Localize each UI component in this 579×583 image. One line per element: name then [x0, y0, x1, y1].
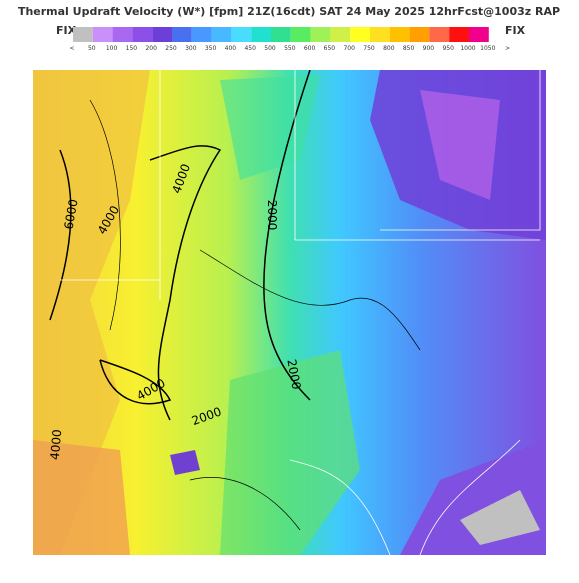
field-patch	[420, 90, 500, 200]
colorbar-label: 350	[205, 45, 217, 52]
color-swatch	[112, 27, 133, 42]
contour-label: 6000	[62, 198, 81, 231]
field-patch	[460, 490, 540, 545]
map	[33, 70, 546, 555]
fix-label: FIX	[505, 24, 526, 37]
contour-label: 4000	[48, 429, 65, 461]
colorbar-label: 700	[343, 45, 355, 52]
colorbar-label: 1000	[460, 45, 475, 52]
color-swatch	[409, 27, 430, 42]
field-patch	[33, 440, 130, 555]
color-swatch	[251, 27, 271, 42]
field-patch	[170, 450, 200, 475]
color-swatch	[191, 27, 212, 42]
colorbar-label: 850	[403, 45, 415, 52]
color-swatch	[290, 27, 311, 42]
color-swatch	[231, 27, 252, 42]
colorbar-label: 550	[284, 45, 296, 52]
field-patch	[33, 70, 150, 555]
colorbar-label: 750	[363, 45, 375, 52]
contours	[49, 70, 421, 531]
colorbar-label: 50	[88, 45, 96, 52]
colorbar-label: 950	[442, 45, 454, 52]
color-swatch	[469, 27, 489, 42]
color-swatch	[449, 27, 469, 42]
color-swatch	[92, 27, 113, 42]
color-swatch	[389, 27, 410, 42]
colorbar-label: 250	[165, 45, 177, 52]
colorbar-label: 200	[145, 45, 157, 52]
colorbar-label: >	[505, 45, 510, 52]
color-swatch	[172, 27, 192, 42]
color-swatch	[310, 27, 331, 42]
color-swatch	[350, 27, 370, 42]
colorbar-label: 900	[423, 45, 435, 52]
contour-label: 2000	[265, 200, 279, 231]
colorbar-label: 1050	[480, 45, 495, 52]
color-swatch	[271, 27, 291, 42]
colorbar-label: 800	[383, 45, 395, 52]
colorbar-label: 150	[126, 45, 138, 52]
colorbar-label: 100	[106, 45, 118, 52]
contour-label: 2000	[284, 358, 303, 391]
title: Thermal Updraft Velocity (W*) [fpm] 21Z(…	[18, 5, 560, 18]
field-patch	[220, 350, 360, 555]
colorbar-label: 400	[225, 45, 237, 52]
colorbar: <50 100 150 200 250 300 350 400 450 500 550 600 650 7…	[69, 27, 510, 52]
colorbar-label: 450	[244, 45, 256, 52]
colorbar-label: 300	[185, 45, 197, 52]
colorbar-label: 600	[304, 45, 316, 52]
color-swatch	[132, 27, 153, 42]
borders	[60, 70, 541, 555]
colorbar-label: 650	[324, 45, 336, 52]
color-swatch	[429, 27, 450, 42]
color-swatch	[211, 27, 232, 42]
colorbar-label: 500	[264, 45, 276, 52]
colorbar-label: <	[69, 45, 74, 52]
color-swatch	[370, 27, 390, 42]
color-swatch	[330, 27, 351, 42]
fix-label: FIX	[56, 24, 77, 37]
color-swatch	[73, 27, 93, 42]
color-swatch	[152, 27, 172, 42]
